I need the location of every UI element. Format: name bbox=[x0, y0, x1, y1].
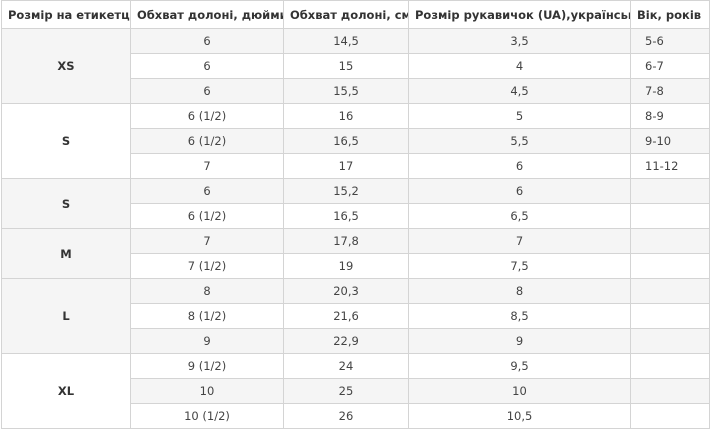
value-cell: 24 bbox=[283, 353, 409, 379]
table-row: S 6 15,2 6 bbox=[1, 178, 710, 229]
value-cell: 6 bbox=[130, 53, 284, 79]
table-row: M 7 17,8 7 bbox=[1, 228, 710, 279]
empty-cell bbox=[630, 203, 710, 229]
value-cell: 7,5 bbox=[408, 253, 631, 279]
value-cell: 16,5 bbox=[283, 128, 409, 154]
value-cell: 6 (1/2) bbox=[130, 103, 284, 129]
value-cell: 17,8 bbox=[283, 228, 409, 254]
value-cell: 8 bbox=[408, 278, 631, 304]
size-label-cell: XS bbox=[1, 28, 131, 104]
value-cell: 21,6 bbox=[283, 303, 409, 329]
value-cell: 6 (1/2) bbox=[130, 203, 284, 229]
size-label-cell: XL bbox=[1, 353, 131, 429]
value-cell: 9 (1/2) bbox=[130, 353, 284, 379]
table-row: 6 (1/2) 16,5 6,5 bbox=[2, 203, 710, 229]
value-cell: 6 (1/2) bbox=[130, 128, 284, 154]
value-cell: 8,5 bbox=[408, 303, 631, 329]
value-cell: 7 bbox=[408, 228, 631, 254]
value-cell: 6 bbox=[408, 178, 631, 204]
empty-cell bbox=[630, 303, 710, 329]
table-row: 7 17 6 11-12 bbox=[2, 153, 710, 179]
value-cell: 19 bbox=[283, 253, 409, 279]
value-cell: 17 bbox=[283, 153, 409, 179]
value-cell: 7 bbox=[130, 228, 284, 254]
value-cell: 5,5 bbox=[408, 128, 631, 154]
value-cell: 6 bbox=[130, 28, 284, 54]
value-cell: 10 bbox=[408, 378, 631, 404]
table-row: 9 22,9 9 bbox=[2, 328, 710, 354]
age-cell: 5-6 bbox=[630, 28, 710, 54]
table-row: XS 6 14,5 3,5 5-6 bbox=[1, 28, 710, 104]
value-cell: 16 bbox=[283, 103, 409, 129]
empty-cell bbox=[630, 378, 710, 404]
value-cell: 9,5 bbox=[408, 353, 631, 379]
header-cell: Обхват долоні, дюйми bbox=[130, 0, 284, 29]
value-cell: 26 bbox=[283, 403, 409, 429]
size-table: Розмір на етикетці Обхват долоні, дюйми Об… bbox=[1, 0, 710, 429]
table-row: L 8 20,3 8 bbox=[1, 278, 710, 354]
value-cell: 5 bbox=[408, 103, 631, 129]
empty-cell bbox=[630, 228, 710, 254]
value-cell: 25 bbox=[283, 378, 409, 404]
age-cell: 11-12 bbox=[630, 153, 710, 179]
empty-cell bbox=[630, 253, 710, 279]
header-cell: Обхват долоні, см bbox=[283, 0, 409, 29]
age-cell: 7-8 bbox=[630, 78, 710, 104]
header-cell: Розмір на етикетці bbox=[1, 0, 131, 29]
size-label-cell: S bbox=[1, 178, 131, 229]
table-row: 10 (1/2) 26 10,5 bbox=[2, 403, 710, 429]
value-cell: 9 bbox=[408, 328, 631, 354]
table-body: XS 6 14,5 3,5 5-6 6 15 4 6-7 6 15,5 4,5 7-8 S 6 (1/2) 1… bbox=[1, 28, 710, 429]
value-cell: 15,5 bbox=[283, 78, 409, 104]
header-row: Розмір на етикетці Обхват долоні, дюйми Об… bbox=[1, 0, 710, 29]
age-cell: 8-9 bbox=[630, 103, 710, 129]
value-cell: 8 (1/2) bbox=[130, 303, 284, 329]
value-cell: 10,5 bbox=[408, 403, 631, 429]
empty-cell bbox=[630, 178, 710, 204]
value-cell: 6 bbox=[408, 153, 631, 179]
value-cell: 3,5 bbox=[408, 28, 631, 54]
table-header: Розмір на етикетці Обхват долоні, дюйми Об… bbox=[1, 0, 710, 29]
value-cell: 10 bbox=[130, 378, 284, 404]
value-cell: 6 bbox=[130, 78, 284, 104]
empty-cell bbox=[630, 328, 710, 354]
value-cell: 4 bbox=[408, 53, 631, 79]
age-cell: 9-10 bbox=[630, 128, 710, 154]
value-cell: 20,3 bbox=[283, 278, 409, 304]
size-label-cell: S bbox=[1, 103, 131, 179]
table-row: 10 25 10 bbox=[2, 378, 710, 404]
header-cell: Вік, років bbox=[630, 0, 710, 29]
table-row: 6 (1/2) 16,5 5,5 9-10 bbox=[2, 128, 710, 154]
empty-cell bbox=[630, 278, 710, 304]
empty-cell bbox=[630, 403, 710, 429]
value-cell: 6,5 bbox=[408, 203, 631, 229]
value-cell: 4,5 bbox=[408, 78, 631, 104]
empty-cell bbox=[630, 353, 710, 379]
value-cell: 15 bbox=[283, 53, 409, 79]
header-cell: Розмір рукавичок (UA),український bbox=[408, 0, 631, 29]
value-cell: 6 bbox=[130, 178, 284, 204]
value-cell: 15,2 bbox=[283, 178, 409, 204]
value-cell: 16,5 bbox=[283, 203, 409, 229]
table-row: XL 9 (1/2) 24 9,5 bbox=[1, 353, 710, 429]
value-cell: 9 bbox=[130, 328, 284, 354]
value-cell: 8 bbox=[130, 278, 284, 304]
size-label-cell: M bbox=[1, 228, 131, 279]
value-cell: 10 (1/2) bbox=[130, 403, 284, 429]
table-row: 6 15 4 6-7 bbox=[2, 53, 710, 79]
value-cell: 7 bbox=[130, 153, 284, 179]
table-row: 6 15,5 4,5 7-8 bbox=[2, 78, 710, 104]
age-cell: 6-7 bbox=[630, 53, 710, 79]
value-cell: 22,9 bbox=[283, 328, 409, 354]
value-cell: 7 (1/2) bbox=[130, 253, 284, 279]
size-label-cell: L bbox=[1, 278, 131, 354]
value-cell: 14,5 bbox=[283, 28, 409, 54]
